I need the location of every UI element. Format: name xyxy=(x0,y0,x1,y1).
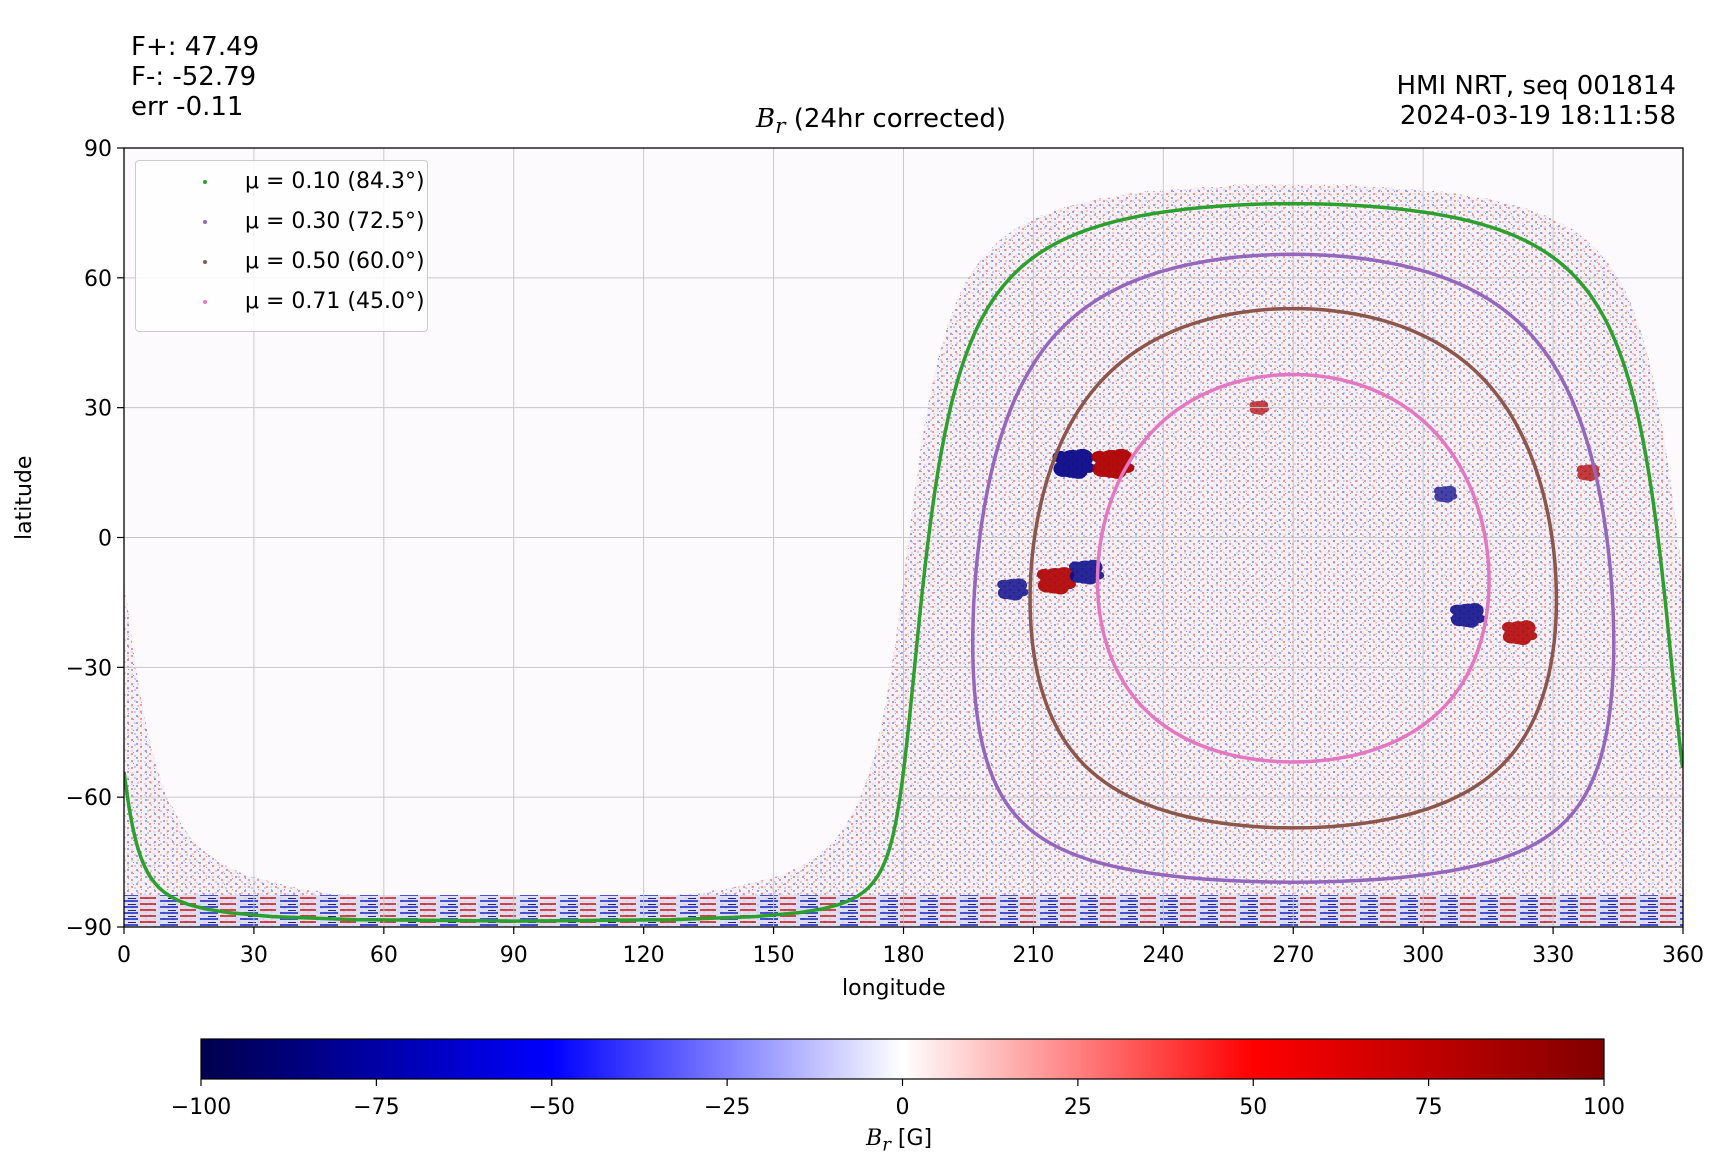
legend-item: μ = 0.71 (45.0°) xyxy=(146,289,425,319)
x-tick-label: 150 xyxy=(753,943,795,968)
active-region-patch xyxy=(997,579,1010,590)
active-region-negative xyxy=(997,578,1029,601)
contour-mu-0.30 xyxy=(970,252,1616,884)
colorbar-axis: −100 −75 −50 −25 0 25 50 75 100 xyxy=(171,1079,1625,1120)
legend-label: μ = 0.10 (84.3°) xyxy=(245,169,425,194)
y-tick-label: 30 xyxy=(84,397,112,422)
active-region-patch xyxy=(1068,561,1083,572)
active-region-patch xyxy=(1502,621,1516,633)
contour-mu-0.50 xyxy=(1028,306,1559,830)
legend-marker xyxy=(203,260,207,264)
colorbar-tick-label: −25 xyxy=(704,1095,750,1120)
active-region-negative xyxy=(1052,448,1096,479)
x-tick-label: 300 xyxy=(1402,943,1444,968)
active-region-positive xyxy=(1091,448,1135,479)
x-tick-label: 210 xyxy=(1012,943,1054,968)
active-region-patch xyxy=(1249,401,1259,409)
x-tick-label: 90 xyxy=(500,943,528,968)
active-region-positive xyxy=(1036,567,1076,595)
flux-negative: F-: -52.79 xyxy=(131,62,257,92)
x-axis-label: longitude xyxy=(842,976,946,1001)
active-region-patch xyxy=(1091,450,1108,463)
x-tick-label: 240 xyxy=(1142,943,1184,968)
legend-marker xyxy=(203,220,207,224)
x-tick-label: 120 xyxy=(623,943,665,968)
colorbar-tick-label: −50 xyxy=(529,1095,575,1120)
x-tick-label: 180 xyxy=(883,943,925,968)
flux-positive: F+: 47.49 xyxy=(131,32,260,62)
active-region-patch xyxy=(1450,612,1468,627)
active-region-patch xyxy=(1110,448,1133,467)
active-region-patch xyxy=(1081,462,1096,473)
active-region-patch xyxy=(1450,604,1464,615)
source-info: HMI NRT, seq 001814 2024-03-19 18:11:58 xyxy=(1396,71,1676,131)
active-region-patch xyxy=(1502,629,1520,644)
y-tick-label: −60 xyxy=(66,786,112,811)
y-axis: −90 −60 −30 0 30 60 90 xyxy=(66,137,124,941)
active-region-patch xyxy=(1473,614,1486,623)
active-region-patch xyxy=(1092,460,1113,477)
y-axis-label: latitude xyxy=(12,455,37,540)
colorbar-tick-label: 50 xyxy=(1239,1095,1267,1120)
colorbar-tick-label: 100 xyxy=(1583,1095,1625,1120)
colorbar-tick-label: 75 xyxy=(1415,1095,1443,1120)
flux-error: err -0.11 xyxy=(131,92,244,122)
source-datetime: 2024-03-19 18:11:58 xyxy=(1399,101,1676,131)
colorbar-label: Br [G] xyxy=(866,1126,933,1155)
legend-marker xyxy=(203,300,207,304)
active-region-patch xyxy=(1448,492,1458,500)
x-tick-label: 30 xyxy=(240,943,268,968)
y-tick-label: 90 xyxy=(84,137,112,162)
legend-item: μ = 0.10 (84.3°) xyxy=(146,169,425,199)
active-region-patch xyxy=(1071,448,1094,467)
contour-mu-0.10 xyxy=(124,201,1683,923)
active-region-patch xyxy=(1053,460,1074,477)
legend-label: μ = 0.71 (45.0°) xyxy=(245,289,425,314)
active-region-negative xyxy=(1450,603,1486,628)
x-tick-label: 330 xyxy=(1532,943,1574,968)
x-tick-label: 0 xyxy=(117,943,131,968)
y-tick-label: −90 xyxy=(66,916,112,941)
legend-marker xyxy=(203,180,207,184)
colorbar-tick-label: −100 xyxy=(171,1095,231,1120)
active-region-patch xyxy=(1017,588,1029,597)
active-region-patch xyxy=(1576,465,1587,474)
x-axis: 0 30 60 90 120 150 180 210 240 270 300 330 360 xyxy=(117,927,1704,968)
y-tick-label: 0 xyxy=(98,527,112,552)
legend-item: μ = 0.30 (72.5°) xyxy=(146,209,425,239)
colorbar-tick-label: −75 xyxy=(353,1095,399,1120)
active-region-patch xyxy=(1062,579,1076,590)
x-tick-label: 360 xyxy=(1662,943,1704,968)
colorbar xyxy=(200,1038,1605,1080)
active-region-patch xyxy=(1036,568,1052,581)
legend-label: μ = 0.30 (72.5°) xyxy=(245,209,425,234)
y-tick-label: −30 xyxy=(66,656,112,681)
active-region-patch xyxy=(1037,577,1057,593)
colorbar-tick-label: 25 xyxy=(1064,1095,1092,1120)
legend: μ = 0.10 (84.3°) μ = 0.30 (72.5°) μ = 0.50… xyxy=(135,160,428,332)
source-sequence: HMI NRT, seq 001814 xyxy=(1396,71,1676,101)
active-region-patch xyxy=(1261,406,1270,413)
x-tick-label: 60 xyxy=(370,943,398,968)
active-region-patch xyxy=(1433,486,1444,495)
colorbar-tick-label: 0 xyxy=(896,1095,910,1120)
active-region-negative xyxy=(1433,485,1458,503)
active-region-positive xyxy=(1502,620,1538,646)
contour-mu-0.71 xyxy=(1095,372,1491,764)
x-tick-label: 270 xyxy=(1272,943,1314,968)
legend-label: μ = 0.50 (60.0°) xyxy=(245,249,425,274)
active-region-patch xyxy=(1053,567,1075,584)
y-tick-label: 60 xyxy=(84,267,112,292)
active-region-patch xyxy=(1525,631,1538,641)
active-region-patch xyxy=(1069,569,1087,583)
chart-title: Br (24hr corrected) xyxy=(756,104,1007,140)
mu-contours xyxy=(124,201,1683,923)
legend-item: μ = 0.50 (60.0°) xyxy=(146,249,425,279)
flux-summary: F+: 47.49 F-: -52.79 err -0.11 xyxy=(131,32,259,122)
